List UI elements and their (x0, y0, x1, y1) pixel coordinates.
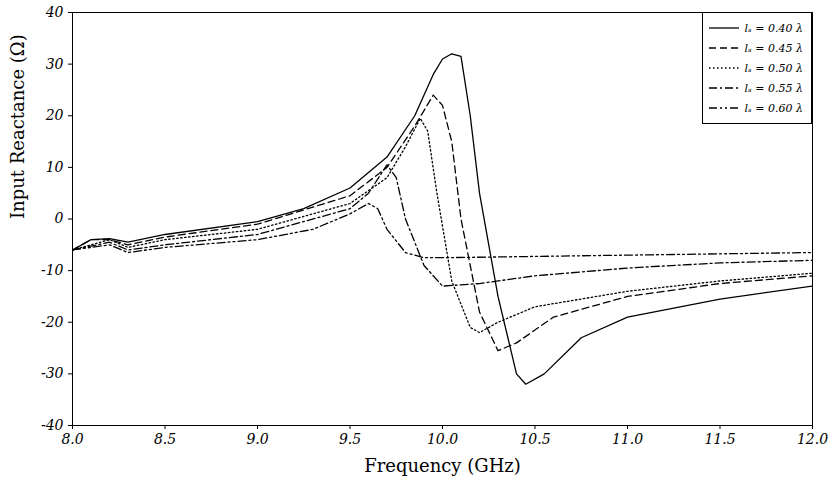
svg-text:11.5: 11.5 (704, 431, 735, 447)
html-text:lₛ = 0.60 λ: lₛ = 0.60 λ (744, 101, 803, 115)
html-text:lₛ = 0.45 λ: lₛ = 0.45 λ (744, 41, 803, 55)
svg-text:10.0: 10.0 (427, 431, 458, 447)
svg-text:-30: -30 (41, 365, 64, 381)
svg-text:8.0: 8.0 (61, 431, 83, 447)
svg-text:10: 10 (46, 159, 64, 175)
svg-text:30: 30 (46, 56, 64, 72)
html-text:lₛ = 0.55 λ: lₛ = 0.55 λ (744, 81, 803, 95)
svg-text:11.0: 11.0 (612, 431, 643, 447)
svg-text:9.0: 9.0 (246, 431, 268, 447)
svg-text:Frequency (GHz): Frequency (GHz) (364, 455, 521, 476)
svg-text:12.0: 12.0 (797, 431, 828, 447)
svg-text:20: 20 (45, 107, 64, 123)
svg-text:Input Reactance (Ω): Input Reactance (Ω) (7, 34, 28, 219)
svg-text:10.5: 10.5 (519, 431, 550, 447)
svg-text:0: 0 (55, 210, 64, 226)
html-text:lₛ = 0.50 λ: lₛ = 0.50 λ (744, 61, 803, 75)
html-text:lₛ = 0.40 λ: lₛ = 0.40 λ (744, 21, 803, 35)
svg-text:9.5: 9.5 (339, 431, 361, 447)
svg-text:-20: -20 (41, 314, 64, 330)
svg-text:8.5: 8.5 (154, 431, 176, 447)
svg-text:40: 40 (45, 4, 64, 20)
svg-text:-10: -10 (41, 262, 64, 278)
svg-text:-40: -40 (41, 417, 64, 433)
